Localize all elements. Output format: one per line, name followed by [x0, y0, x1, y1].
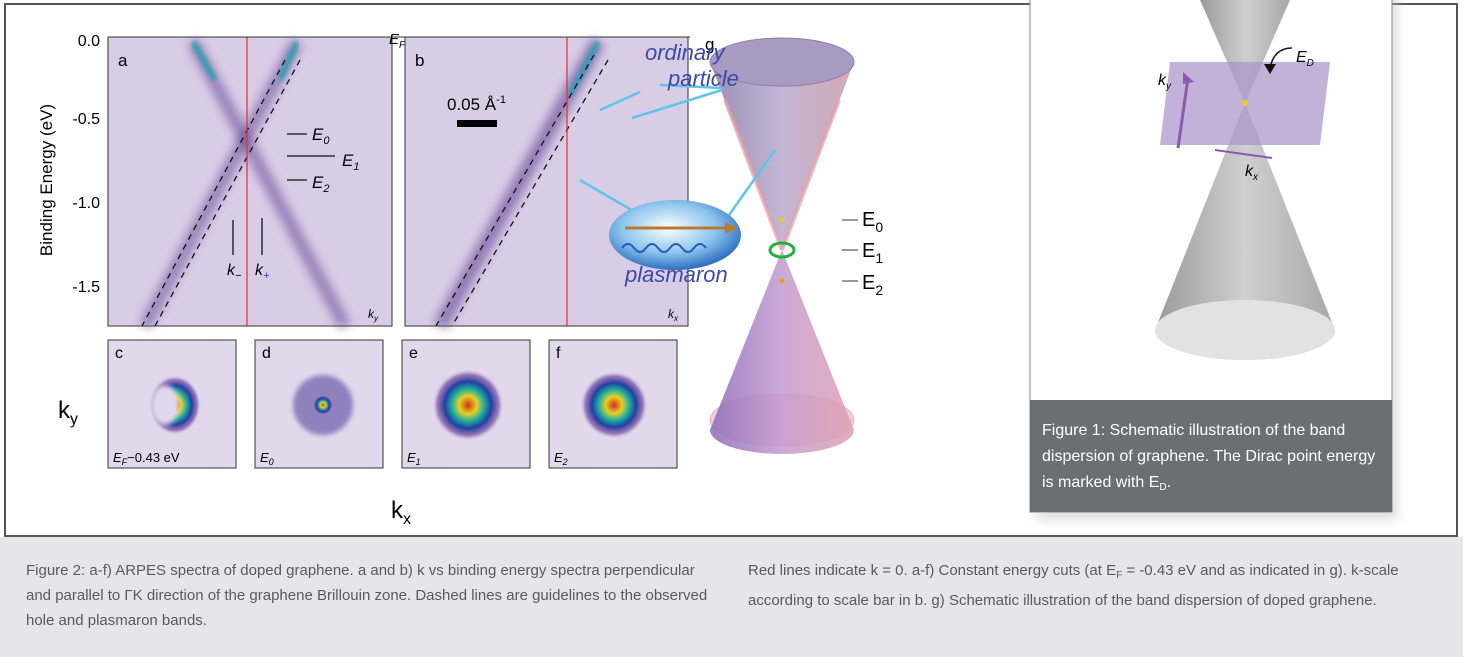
cut-hole: [151, 385, 179, 425]
k-label: k−: [227, 262, 242, 282]
panel-letter: e: [409, 345, 418, 362]
caption-sub: F: [1116, 570, 1123, 581]
ky-arrow: [1176, 77, 1190, 149]
panel-bg: [404, 36, 689, 327]
cut-label: E1: [407, 450, 421, 467]
k-label: k+: [255, 262, 270, 282]
plasmaron-wave: [621, 243, 707, 253]
level-label: E1: [862, 240, 883, 266]
dirac-label: ED: [1296, 49, 1314, 69]
panel-a: a E0 E1 E2 k− k+ ky: [107, 36, 393, 329]
panel-b: b 0.05 Å-1 kx: [404, 36, 689, 330]
cut-label: E0: [260, 450, 274, 467]
ky-label: ky: [1158, 72, 1172, 92]
ordinary-label: particle: [667, 66, 739, 91]
caption-text: Figure 1: Schematic illustration of the …: [1042, 422, 1376, 491]
plasmaron-icon: [609, 200, 741, 270]
ordinary-label: ordinary: [645, 40, 726, 65]
cut-blob: [313, 395, 333, 415]
scale-bar: [457, 120, 497, 127]
e2-dot: [779, 278, 785, 284]
guide-line: [451, 59, 609, 327]
ky-arrow-head: [1183, 72, 1194, 84]
band: [139, 39, 303, 329]
panel-letter: b: [415, 51, 424, 70]
band-peak: [190, 40, 218, 82]
level-label: E2: [312, 173, 329, 195]
cone-diagram: g E0 E1 E2: [705, 35, 883, 454]
panel-letter: d: [262, 345, 271, 362]
caption-text: Red lines indicate k = 0. a-f) Constant …: [748, 562, 1117, 579]
e0-dot: [779, 217, 785, 223]
plasmaron-label: plasmaron: [624, 262, 728, 287]
axis-label: ky: [368, 307, 379, 323]
y-tick-label: -1.5: [72, 279, 100, 296]
cut-blob: [580, 371, 648, 439]
fermi-label: EF: [389, 31, 406, 51]
callout-line: [599, 90, 641, 112]
scale-bar-label: 0.05 Å-1: [447, 94, 506, 114]
callout-line: [659, 83, 723, 90]
level-label: E2: [862, 272, 883, 298]
callout-line: [720, 149, 777, 226]
y-axis-label: Binding Energy (eV): [37, 104, 56, 256]
caption-text: = -0.43 eV and as indicated in g). k-sca…: [748, 562, 1399, 609]
guide-line: [435, 54, 595, 327]
dirac-point: [1242, 100, 1248, 106]
level-label: E1: [342, 151, 359, 173]
band-peak: [277, 40, 300, 82]
y-tick-label: 0.0: [78, 33, 100, 50]
band-peak: [567, 40, 601, 97]
y-tick-label: -0.5: [72, 111, 100, 128]
cut-label: EF−0.43 eV: [113, 450, 180, 467]
level-label: E0: [862, 209, 883, 235]
cone-base: [1155, 300, 1335, 360]
panel-bg: [107, 36, 393, 327]
cut-label: E2: [554, 450, 568, 467]
cut-blob: [432, 369, 504, 441]
cut-x-label: kx: [391, 497, 411, 528]
figure1-caption: Figure 1: Schematic illustration of the …: [1042, 418, 1382, 501]
caption-text: Figure 2: a-f) ARPES spectra of doped gr…: [26, 562, 708, 629]
y-tick-label: -1.0: [72, 195, 100, 212]
figure2-caption-right: Red lines indicate k = 0. a-f) Constant …: [748, 558, 1438, 613]
lower-cone: [1155, 103, 1335, 360]
kx-label: kx: [1245, 163, 1259, 183]
e1-ring: [768, 241, 796, 259]
panel-letter: g: [705, 35, 714, 54]
plasmaron-arrow-head: [725, 222, 738, 234]
figure2-caption-left: Figure 2: a-f) ARPES spectra of doped gr…: [26, 558, 716, 633]
lower-cone: [710, 250, 854, 454]
upper-cone: [710, 62, 854, 250]
caption-band: [0, 537, 1463, 657]
callout-line: [631, 88, 723, 120]
caption-sub: D: [1159, 482, 1167, 493]
cut-panels: c EF−0.43 eV d E0 e E1 f E2: [107, 339, 678, 469]
upper-cone: [1200, 0, 1290, 103]
cone-edge: [723, 99, 784, 251]
cut-y-label: ky: [58, 397, 78, 428]
panel-letter: f: [556, 345, 561, 362]
figure1-inset: ky kx ED: [1029, 0, 1398, 520]
level-label: E0: [312, 125, 330, 147]
axis-label: kx: [668, 307, 679, 323]
panel-letter: c: [115, 345, 123, 362]
kx-line: [1214, 149, 1273, 159]
inset-caption-bg: [1030, 400, 1392, 512]
cone-top: [709, 37, 855, 87]
caption-text: .: [1166, 474, 1172, 491]
cone-edge: [780, 99, 841, 251]
dirac-arrow-head: [1264, 64, 1276, 74]
band: [187, 39, 351, 329]
panel-letter: a: [118, 51, 128, 70]
